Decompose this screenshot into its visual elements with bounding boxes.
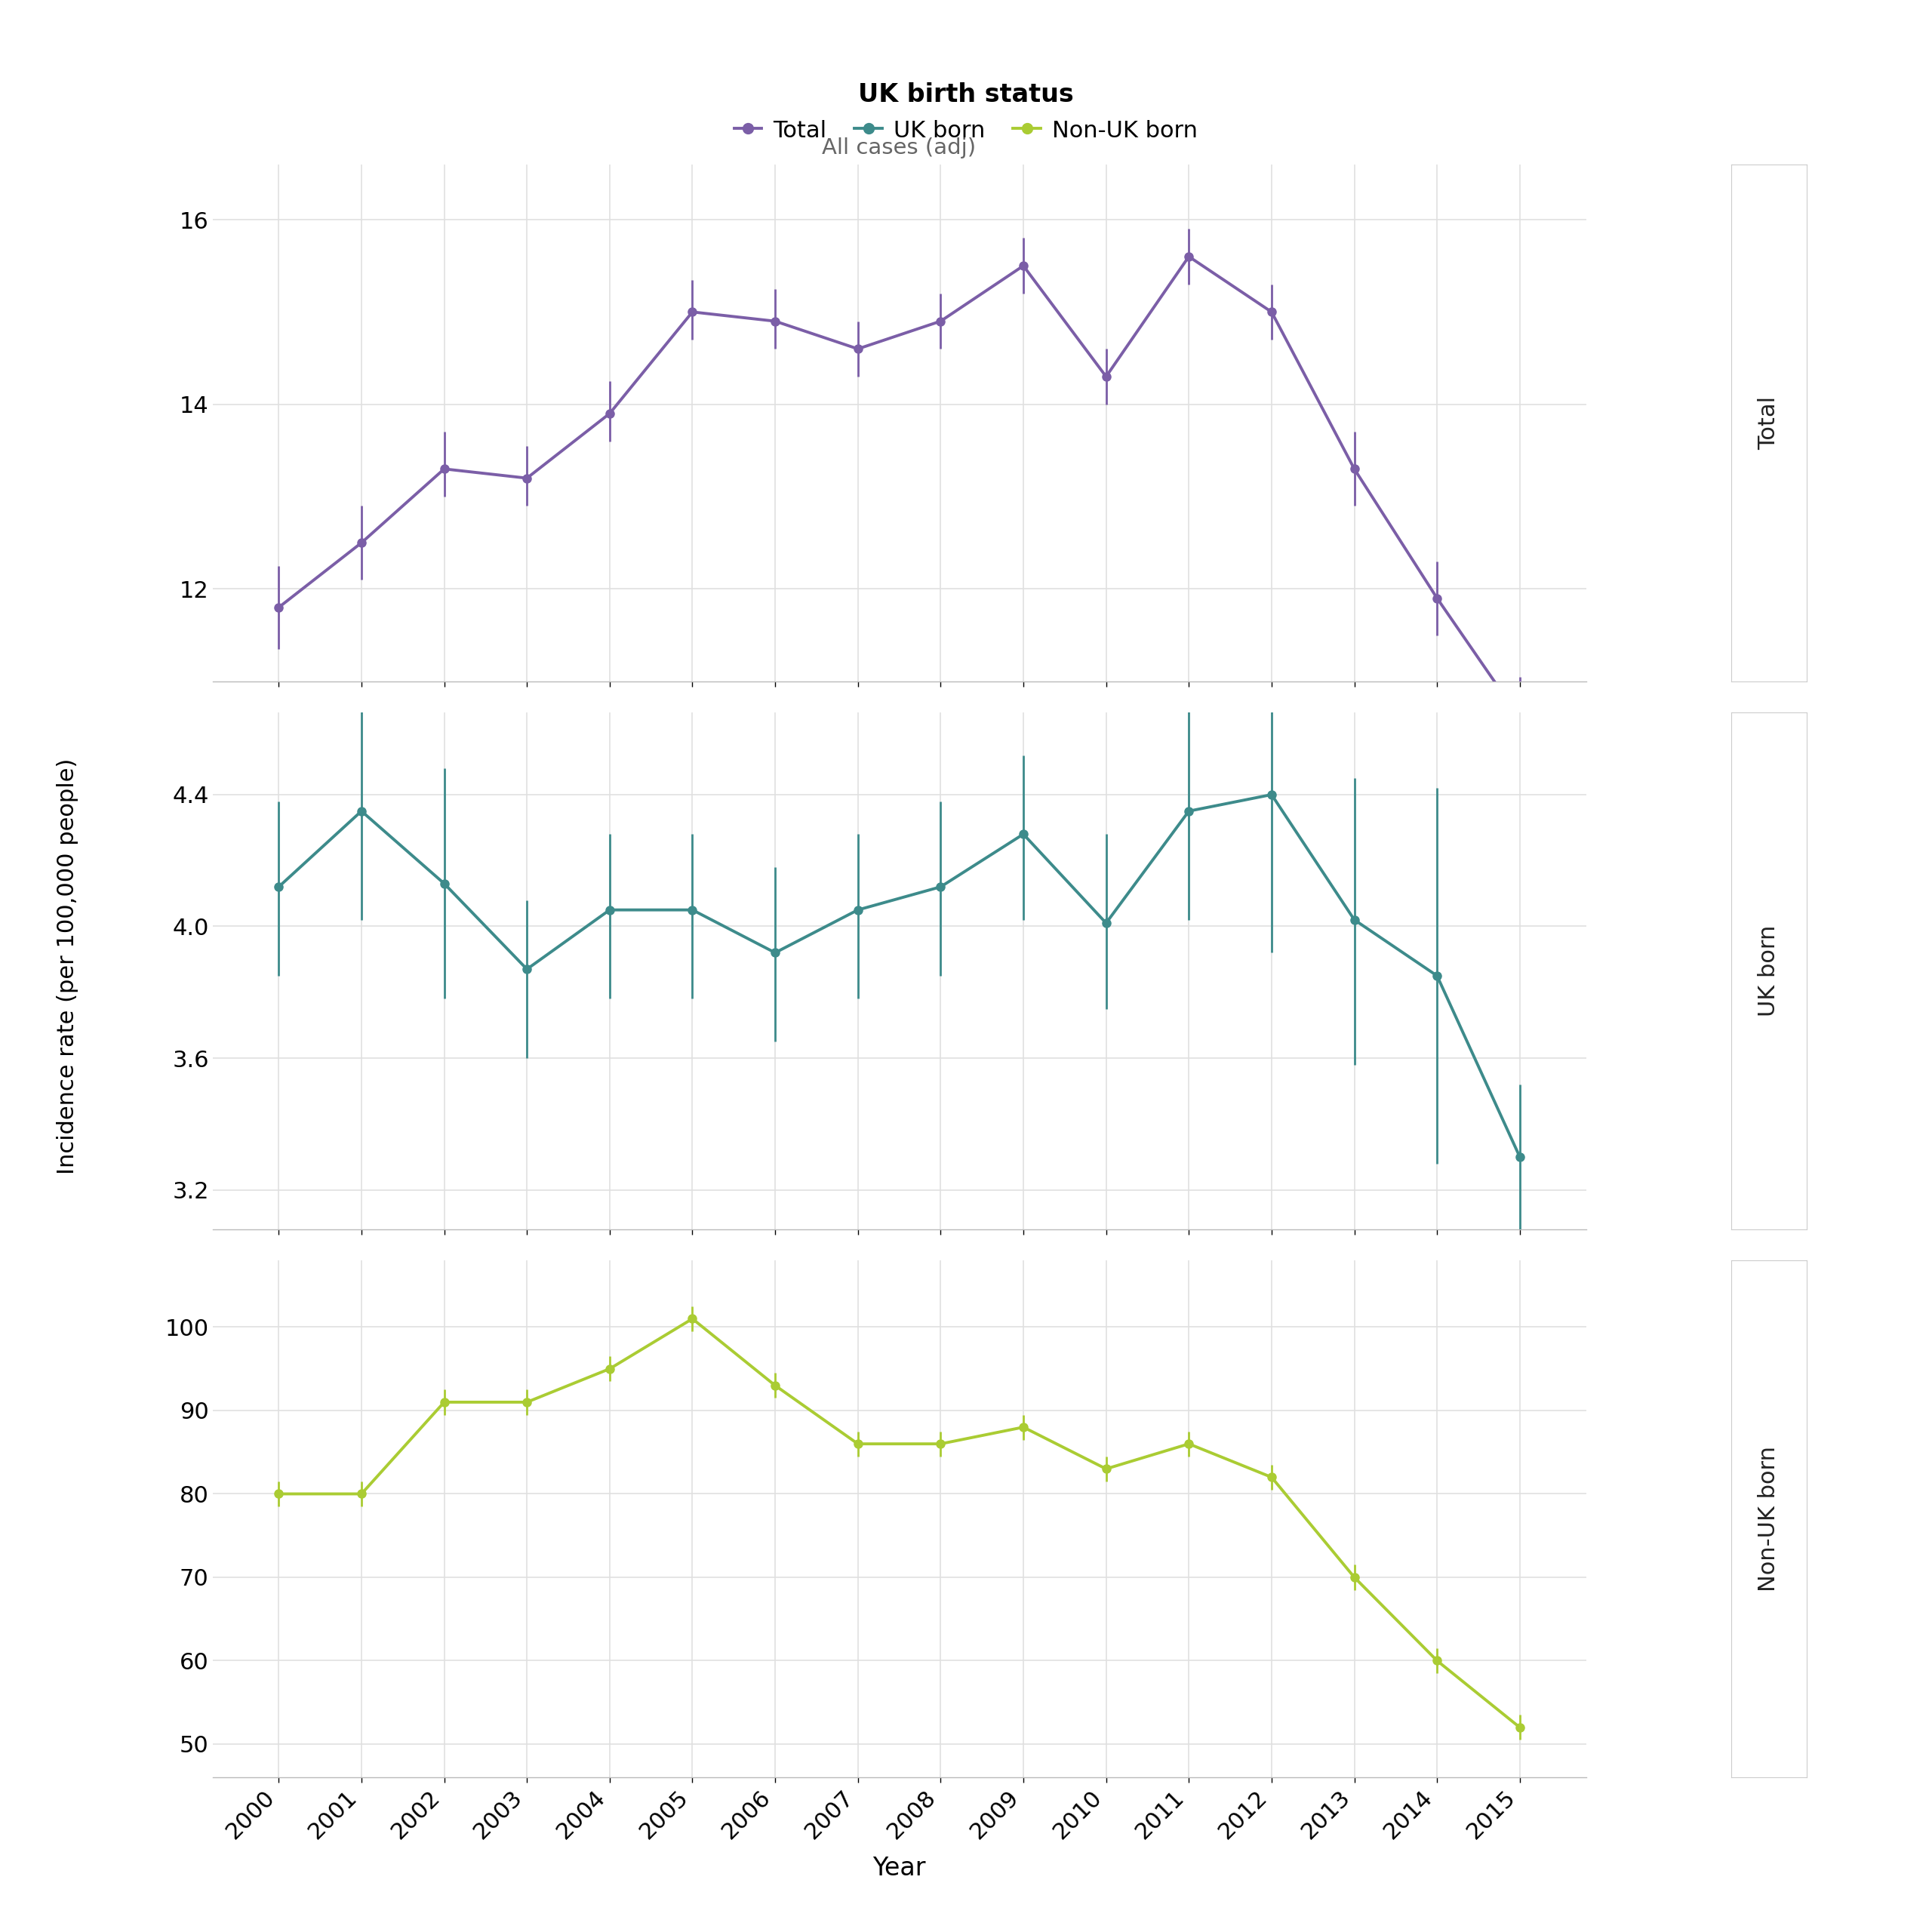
Text: Total: Total — [1758, 396, 1779, 450]
Text: Non-UK born: Non-UK born — [1758, 1445, 1779, 1592]
Text: Incidence rate (per 100,000 people): Incidence rate (per 100,000 people) — [56, 757, 79, 1175]
Text: UK born: UK born — [1758, 925, 1779, 1016]
Title: All cases (adj): All cases (adj) — [823, 137, 976, 158]
Legend: Total, UK born, Non-UK born: Total, UK born, Non-UK born — [724, 73, 1208, 151]
X-axis label: Year: Year — [873, 1857, 925, 1880]
